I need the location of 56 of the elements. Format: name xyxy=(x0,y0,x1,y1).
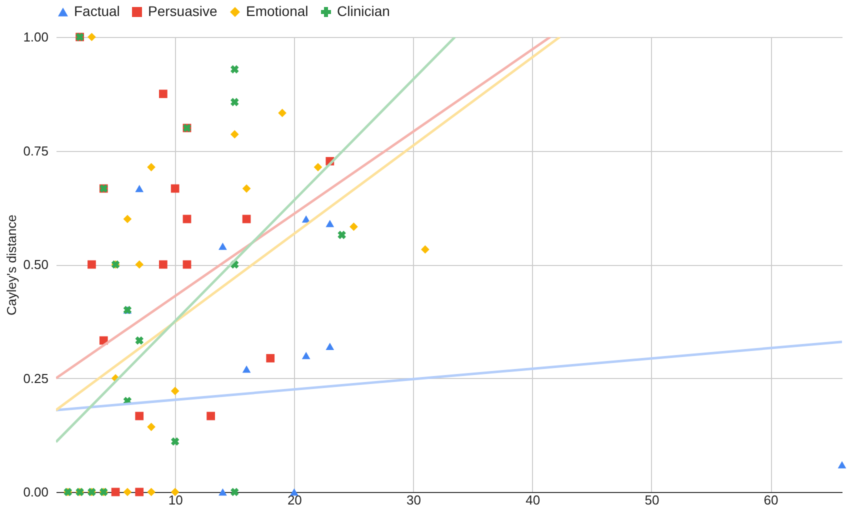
point xyxy=(326,342,334,350)
point xyxy=(230,98,239,106)
point xyxy=(182,260,192,269)
point xyxy=(135,412,144,420)
point xyxy=(314,162,322,172)
point xyxy=(326,220,334,228)
point xyxy=(123,214,132,224)
point xyxy=(206,412,215,420)
point xyxy=(242,214,251,224)
point xyxy=(302,352,310,360)
point xyxy=(338,230,346,240)
legend-label: Emotional xyxy=(246,3,308,19)
x-tick-label: 10 xyxy=(168,492,183,508)
point xyxy=(242,366,251,373)
y-tick-label: 1.00 xyxy=(23,30,48,44)
point xyxy=(421,245,430,254)
x-tick-label: 40 xyxy=(526,492,540,508)
point xyxy=(170,386,180,396)
point xyxy=(230,65,239,74)
y-tick-label: 0.50 xyxy=(23,257,48,272)
point xyxy=(135,336,144,345)
point xyxy=(278,108,286,118)
x-tick-label: 20 xyxy=(287,492,302,508)
y-axis-title: Cayley's distance xyxy=(4,214,20,316)
point xyxy=(135,260,144,269)
y-tick-label: 0.00 xyxy=(23,484,48,500)
point xyxy=(182,214,192,224)
point xyxy=(123,488,132,496)
point xyxy=(147,422,156,432)
point xyxy=(170,437,180,446)
point xyxy=(147,488,156,496)
point xyxy=(230,130,239,139)
point xyxy=(230,488,239,496)
y-tick-label: 0.75 xyxy=(23,143,48,158)
legend-label: Clinician xyxy=(337,3,390,19)
point xyxy=(88,32,96,42)
x-tick-label: 50 xyxy=(644,492,660,508)
point xyxy=(838,461,846,468)
point xyxy=(135,488,144,496)
point xyxy=(159,260,168,269)
point xyxy=(135,184,144,192)
point xyxy=(266,354,275,362)
point xyxy=(170,184,180,193)
legend-label: Persuasive xyxy=(148,3,218,19)
x-tick-label: 60 xyxy=(764,492,778,508)
point xyxy=(111,488,120,496)
point xyxy=(350,222,358,231)
point xyxy=(88,260,96,269)
y-tick-label: 0.25 xyxy=(23,370,48,386)
legend-label: Factual xyxy=(74,3,120,19)
point xyxy=(218,488,227,496)
point xyxy=(159,90,168,98)
point xyxy=(242,184,251,193)
point xyxy=(218,242,227,250)
point xyxy=(147,162,156,172)
x-tick-label: 30 xyxy=(406,492,422,508)
